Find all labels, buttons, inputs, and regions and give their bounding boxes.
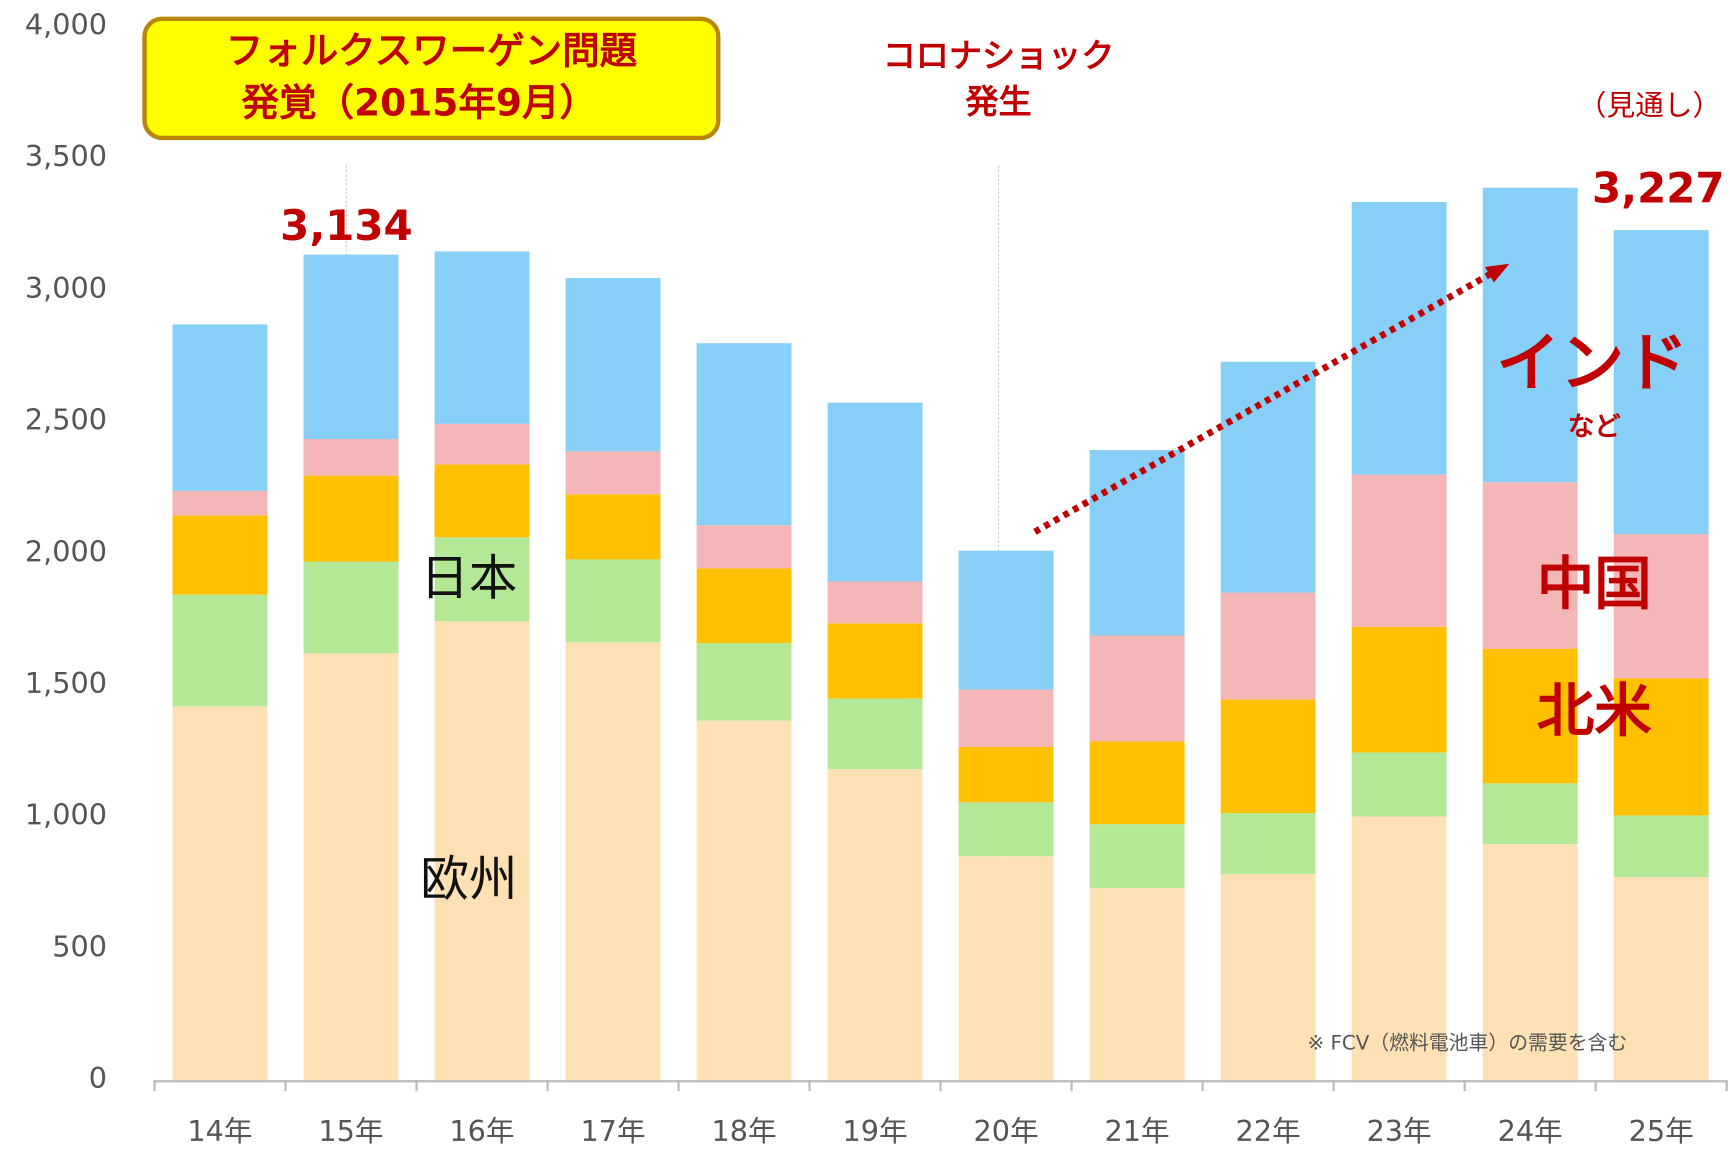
bar-segment [1089, 824, 1185, 889]
x-tick-label: 15年 [318, 1114, 383, 1148]
x-tick-label: 22年 [1236, 1114, 1301, 1148]
bar-segment [827, 581, 923, 624]
bar-segment [958, 550, 1054, 690]
x-tick-label: 23年 [1367, 1114, 1432, 1148]
bar-segment [1220, 699, 1316, 814]
bar-segment [1482, 844, 1578, 1081]
x-tick-label: 20年 [974, 1114, 1039, 1148]
bar-segment [172, 515, 268, 595]
bar-segment [958, 689, 1054, 747]
bar-segment [565, 642, 661, 1081]
y-tick-label: 500 [52, 929, 107, 963]
bar-segment [958, 746, 1054, 803]
annotation: フォルクスワーゲン問題 [226, 28, 638, 72]
bar-segment [1089, 888, 1185, 1081]
x-tick-label: 24年 [1498, 1114, 1563, 1148]
bar-segment [696, 643, 792, 721]
bar-segment [1613, 230, 1709, 535]
trend-arrow-head [1485, 263, 1510, 283]
y-tick-label: 2,500 [25, 403, 107, 437]
y-tick-label: 1,000 [25, 798, 107, 832]
bar-segment [172, 706, 268, 1081]
annotation-box [142, 16, 721, 141]
series-label: 中国 [1537, 551, 1652, 618]
bar-segment [1482, 187, 1578, 483]
bar-segment [303, 439, 399, 476]
bar-segment [1482, 783, 1578, 845]
bar-segment [565, 451, 661, 495]
series-label: 日本 [420, 550, 517, 606]
bar-segment [1351, 816, 1447, 1081]
bar-segment [565, 494, 661, 560]
bar-segment [565, 559, 661, 643]
bar-segment [1613, 877, 1709, 1081]
y-tick-label: 1,500 [25, 666, 107, 700]
total-label: 3,134 [280, 201, 413, 250]
y-tick-label: 4,000 [25, 7, 107, 41]
bar-segment [172, 594, 268, 707]
bar-segment [1613, 815, 1709, 878]
series-label: 欧州 [420, 852, 517, 908]
bar-segment [1220, 592, 1316, 700]
annotation: （見通し） [1578, 88, 1721, 122]
bar-segment [303, 653, 399, 1081]
bar-segment [1351, 752, 1447, 817]
bar-segment [434, 537, 530, 622]
x-tick-label: 14年 [187, 1114, 252, 1148]
bar-segment [1089, 450, 1185, 636]
x-tick-label: 18年 [711, 1114, 776, 1148]
annotation: 発覚（2015年9月） [242, 80, 597, 124]
bar-segment [696, 568, 792, 644]
bar-segment [696, 343, 792, 526]
bar-segment [303, 475, 399, 562]
annotation: コロナショック [883, 36, 1115, 75]
bar-segment [1482, 648, 1578, 784]
bar-segment [1351, 474, 1447, 627]
bar-segment [434, 251, 530, 424]
bar-segment [1351, 626, 1447, 753]
annotation: 発生 [965, 82, 1031, 121]
annotation: など [1568, 412, 1621, 443]
x-tick-label: 21年 [1105, 1114, 1170, 1148]
bar-segment [303, 254, 399, 440]
bar-segment [303, 561, 399, 654]
y-tick-label: 0 [89, 1061, 107, 1095]
bar-segment [172, 324, 268, 491]
series-label: 北米 [1537, 678, 1652, 745]
x-tick-label: 25年 [1629, 1114, 1694, 1148]
bar-segment [827, 698, 923, 770]
series-label: インド [1496, 327, 1688, 401]
bar-segment [1482, 482, 1578, 649]
bar-segment [434, 423, 530, 465]
x-tick-label: 19年 [842, 1114, 907, 1148]
bar-segment [1089, 741, 1185, 825]
bar-segment [434, 464, 530, 538]
bar-segment [565, 278, 661, 452]
bar-segment [696, 525, 792, 569]
bar-segment [172, 490, 268, 516]
total-label: 3,227 [1592, 163, 1725, 212]
bar-segment [958, 802, 1054, 857]
bar-segment [434, 621, 530, 1081]
y-tick-label: 3,500 [25, 139, 107, 173]
bar-segment [1220, 813, 1316, 874]
bar-segment [696, 720, 792, 1081]
footnote: ※ FCV（燃料電池車）の需要を含む [1308, 1031, 1628, 1054]
y-tick-label: 3,000 [25, 271, 107, 305]
bar-segment [827, 623, 923, 699]
bar-segment [1613, 534, 1709, 679]
bar-segment [1613, 678, 1709, 816]
y-tick-label: 2,000 [25, 534, 107, 568]
bar-segment [1351, 201, 1447, 475]
bar-segment [958, 856, 1054, 1081]
bar-segment [1220, 873, 1316, 1081]
bar-segment [827, 769, 923, 1081]
bar-segment [1089, 635, 1185, 742]
x-tick-label: 17年 [580, 1114, 645, 1148]
x-tick-label: 16年 [449, 1114, 514, 1148]
bar-segment [827, 402, 923, 582]
